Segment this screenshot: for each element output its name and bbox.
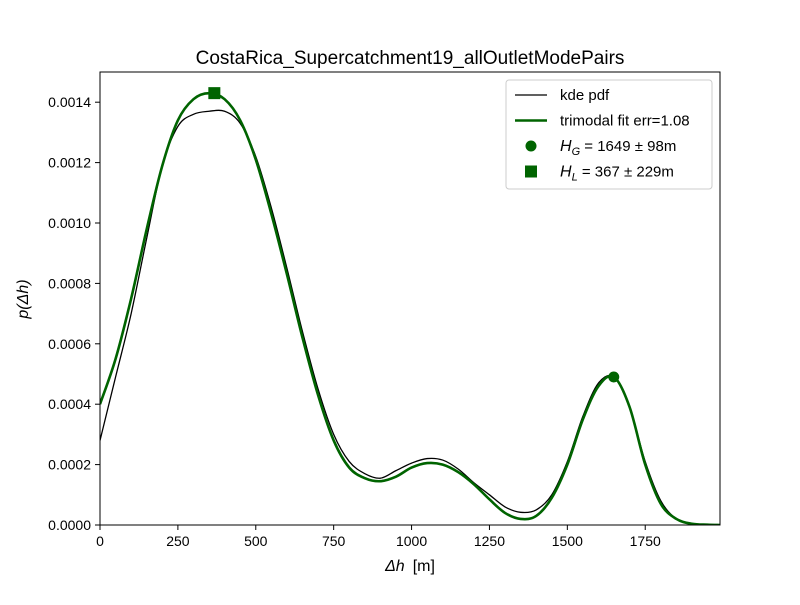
- plot-area: [99, 71, 721, 526]
- y-tick-label: 0.0002: [48, 457, 91, 473]
- marker-hl: [208, 87, 221, 100]
- x-tick-label: 1500: [552, 533, 583, 549]
- x-axis-label: Δh [m]: [384, 558, 435, 575]
- legend: kde pdf trimodal fit err=1.08 HG = 1649 ± …: [505, 79, 713, 190]
- y-tick-label: 0.0014: [48, 94, 91, 110]
- x-axis-symbol: Δh: [384, 558, 405, 575]
- legend-label: HL = 367 ± 229m: [560, 164, 674, 184]
- y-axis-label: p(Δh): [15, 279, 32, 319]
- legend-label: kde pdf: [560, 87, 610, 104]
- y-axis: 0.0000 0.0002 0.0004 0.0006 0.0008 0.0010 0.00…: [48, 94, 100, 533]
- x-tick-label: 1250: [474, 533, 505, 549]
- legend-box: [505, 79, 713, 190]
- legend-entry: HG = 1649 ± 98m: [525, 138, 676, 158]
- legend-swatch: [525, 165, 537, 178]
- x-tick-label: 250: [166, 533, 190, 549]
- x-tick-label: 1750: [630, 533, 661, 549]
- x-axis: 0 250 500 750 1000 1250 1500 1750: [96, 525, 661, 549]
- x-tick-label: 500: [244, 533, 268, 549]
- y-tick-label: 0.0004: [48, 396, 91, 412]
- y-tick-label: 0.0008: [48, 275, 91, 291]
- legend-entry: HL = 367 ± 229m: [525, 164, 674, 184]
- legend-entry: trimodal fit err=1.08: [515, 113, 690, 130]
- marker-hg: [608, 371, 620, 383]
- legend-swatch: [525, 140, 537, 152]
- y-tick-label: 0.0006: [48, 336, 91, 352]
- legend-label: trimodal fit err=1.08: [560, 113, 690, 130]
- y-tick-label: 0.0012: [48, 155, 91, 171]
- legend-entry: kde pdf: [515, 87, 610, 104]
- y-tick-label: 0.0010: [48, 215, 91, 231]
- x-tick-label: 1000: [396, 533, 427, 549]
- x-tick-label: 750: [322, 533, 346, 549]
- plot-frame: [99, 71, 721, 526]
- x-tick-label: 0: [96, 533, 104, 549]
- x-axis-unit: [m]: [413, 558, 435, 575]
- chart-title: CostaRica_Supercatchment19_allOutletMode…: [196, 48, 625, 69]
- y-tick-label: 0.0000: [48, 517, 91, 533]
- legend-label: HG = 1649 ± 98m: [560, 138, 676, 158]
